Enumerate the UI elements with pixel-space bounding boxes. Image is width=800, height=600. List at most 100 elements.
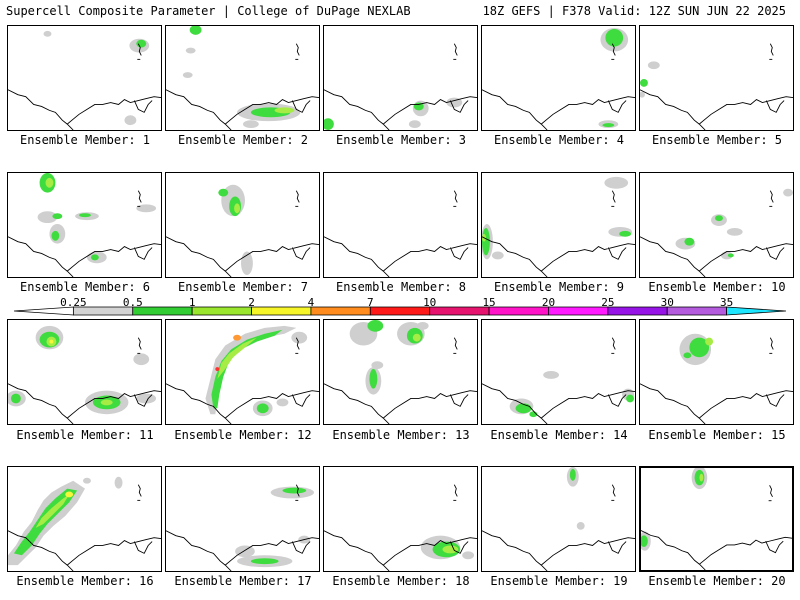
panel-map — [166, 325, 319, 424]
coastline — [324, 383, 477, 424]
ensemble-panel-10[interactable] — [639, 172, 794, 278]
ensemble-panel-7[interactable] — [165, 172, 320, 278]
scp-shading — [45, 177, 54, 188]
lake-outline — [453, 484, 458, 497]
panel-map — [324, 320, 477, 424]
color-scale-swatch — [310, 306, 371, 316]
panel-label: Ensemble Member: 11 — [16, 428, 154, 442]
scp-shading — [684, 237, 695, 246]
lake-outline — [137, 484, 142, 497]
panel-label: Ensemble Member: 1 — [19, 133, 151, 147]
coastline — [641, 530, 792, 570]
scp-shading — [256, 403, 269, 414]
scp-shading — [462, 551, 475, 560]
color-scale-swatch — [429, 306, 490, 316]
coastline — [166, 383, 319, 424]
scp-shading — [182, 72, 193, 78]
panel-map — [640, 333, 793, 424]
panel-map — [8, 173, 161, 277]
color-scale-swatch — [666, 306, 728, 316]
ensemble-panel-6[interactable] — [7, 172, 162, 278]
scp-shading — [274, 107, 295, 114]
panel-map — [166, 26, 319, 130]
scp-shading — [133, 353, 150, 366]
scp-shading — [52, 213, 63, 220]
color-scale-swatch — [548, 306, 609, 316]
ensemble-panel-18[interactable] — [323, 466, 478, 572]
scp-shading — [35, 494, 70, 528]
ensemble-panel-9[interactable] — [481, 172, 636, 278]
panel-label: Ensemble Member: 7 — [177, 280, 309, 294]
scp-shading — [626, 394, 635, 403]
ensemble-panel-14[interactable] — [481, 319, 636, 425]
ensemble-panel-11[interactable] — [7, 319, 162, 425]
panel-label: Ensemble Member: 3 — [335, 133, 467, 147]
scp-shading — [218, 188, 229, 197]
color-scale-swatch — [369, 306, 431, 316]
lake-outline — [611, 337, 616, 350]
scp-shading — [10, 393, 21, 404]
scp-shading — [367, 320, 384, 332]
valid-time: 18Z GEFS | F378 Valid: 12Z SUN JUN 22 20… — [482, 4, 786, 18]
scp-shading — [416, 321, 429, 330]
ensemble-panel-19[interactable] — [481, 466, 636, 572]
scp-shading — [543, 371, 559, 379]
panel-label: Ensemble Member: 20 — [648, 574, 786, 588]
panel-label: Ensemble Member: 16 — [16, 574, 154, 588]
ensemble-panel-1[interactable] — [7, 25, 162, 131]
ensemble-panel-3[interactable] — [323, 25, 478, 131]
scp-shading — [442, 545, 459, 554]
panel-label: Ensemble Member: 10 — [648, 280, 786, 294]
scp-shading — [215, 367, 220, 372]
ensemble-panel-15[interactable] — [639, 319, 794, 425]
scp-shading — [726, 227, 743, 236]
scp-shading — [43, 30, 52, 37]
ensemble-panel-8[interactable] — [323, 172, 478, 278]
ensemble-panel-2[interactable] — [165, 25, 320, 131]
scp-shading — [705, 337, 714, 346]
lake-outline — [611, 484, 616, 497]
scp-shading — [699, 473, 704, 482]
color-scale-tick-label: 1 — [188, 296, 196, 309]
panel-label: Ensemble Member: 19 — [490, 574, 628, 588]
scp-shading — [715, 215, 723, 222]
ensemble-panel-20[interactable] — [639, 466, 794, 572]
scp-shading — [783, 188, 793, 197]
scp-shading — [114, 476, 123, 489]
scp-shading — [727, 253, 734, 258]
coastline — [324, 89, 477, 130]
panel-label: Ensemble Member: 5 — [651, 133, 783, 147]
coastline — [8, 530, 161, 571]
panel-map — [482, 337, 635, 424]
coastline — [166, 530, 319, 571]
panel-label: Ensemble Member: 6 — [19, 280, 151, 294]
coastline — [324, 530, 477, 571]
coastline — [166, 89, 319, 130]
scp-shading — [640, 91, 645, 98]
panel-label: Ensemble Member: 13 — [332, 428, 470, 442]
color-scale-tick-label: 30 — [660, 296, 674, 309]
scp-shading — [605, 28, 624, 47]
scp-shading — [647, 61, 660, 70]
ensemble-panel-12[interactable] — [165, 319, 320, 425]
scp-shading — [37, 211, 58, 224]
color-scale-swatch — [251, 306, 312, 316]
panel-map — [482, 176, 635, 277]
lake-outline — [453, 190, 458, 203]
ensemble-panel-17[interactable] — [165, 466, 320, 572]
scp-shading — [694, 469, 705, 486]
ensemble-panel-13[interactable] — [323, 319, 478, 425]
panel-map — [482, 467, 635, 571]
scp-shading — [90, 254, 99, 261]
coastline — [8, 236, 161, 277]
scp-shading — [491, 251, 504, 260]
panel-map — [166, 484, 319, 571]
lake-outline — [295, 43, 300, 56]
map-title: Supercell Composite Parameter | College … — [6, 4, 411, 18]
ensemble-panel-16[interactable] — [7, 466, 162, 572]
scp-shading — [640, 78, 648, 87]
panel-map — [641, 468, 792, 570]
lake-outline — [769, 485, 773, 498]
ensemble-panel-5[interactable] — [639, 25, 794, 131]
ensemble-panel-4[interactable] — [481, 25, 636, 131]
